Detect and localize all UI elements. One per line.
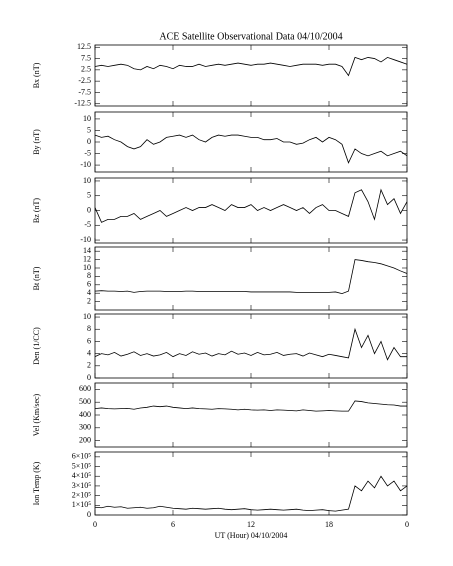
y-tick-label: 0	[87, 137, 91, 146]
y-tick-label: 0	[87, 373, 91, 382]
data-line	[94, 188, 408, 223]
y-tick-label: 8	[87, 271, 91, 280]
y-tick-label: 2×10⁵	[72, 490, 92, 499]
y-tick-label: 400	[79, 410, 91, 419]
y-tick-label: -5	[84, 220, 91, 229]
y-tick-label: 4	[87, 348, 91, 357]
data-line	[94, 475, 408, 512]
x-axis-label: UT (Hour) 04/10/2004	[215, 531, 288, 540]
panel-frame	[94, 44, 408, 107]
y-tick-label: 10	[83, 114, 91, 123]
x-tick-label: 0	[405, 520, 409, 529]
data-line	[94, 400, 407, 412]
y-tick-label: 6	[87, 336, 91, 345]
y-axis-label: Bx (nT)	[32, 62, 41, 88]
y-tick-label: -2.5	[78, 76, 91, 85]
y-tick-label: 5	[87, 125, 91, 134]
y-tick-label: 600	[79, 384, 91, 393]
y-axis-label: Bz (nT)	[32, 198, 41, 223]
y-tick-label: 2	[87, 361, 91, 370]
y-tick-label: 5×10⁵	[72, 461, 92, 470]
y-tick-label: 6×10⁵	[72, 452, 92, 461]
y-tick-label: -7.5	[78, 87, 91, 96]
y-tick-label: 200	[79, 435, 91, 444]
y-axis-label: By (nT)	[32, 129, 41, 155]
y-tick-label: 14	[83, 246, 91, 255]
y-tick-label: 10	[83, 176, 91, 185]
panel-frame	[94, 177, 408, 244]
data-line	[94, 259, 408, 295]
y-tick-label: 10	[83, 312, 91, 321]
y-tick-label: 5	[87, 191, 91, 200]
y-tick-label: 7.5	[81, 53, 91, 62]
y-tick-label: 500	[79, 397, 91, 406]
y-tick-label: 0	[87, 205, 91, 214]
x-tick-label: 12	[247, 520, 255, 529]
panel-frame	[94, 313, 408, 379]
y-tick-label: -12.5	[74, 99, 91, 108]
y-tick-label: 12.5	[77, 42, 91, 51]
y-tick-label: 300	[79, 423, 91, 432]
y-axis-label: Den (1/CC)	[32, 327, 41, 365]
y-axis-label: Bt (nT)	[32, 266, 41, 290]
y-tick-label: 8	[87, 324, 91, 333]
y-tick-label: 0	[87, 510, 91, 519]
y-tick-label: 2	[87, 296, 91, 305]
panel-frame	[94, 111, 408, 173]
panel-frame	[94, 246, 408, 311]
y-tick-label: 12	[83, 254, 91, 263]
y-tick-label: 10	[83, 263, 91, 272]
y-tick-label: 1×10⁵	[72, 500, 92, 509]
data-line	[94, 327, 407, 361]
y-tick-label: 2.5	[81, 65, 91, 74]
chart-title: ACE Satellite Observational Data 04/10/2…	[159, 31, 342, 42]
y-axis-label: Ion Temp (K)	[32, 461, 41, 505]
y-tick-label: -5	[84, 148, 91, 157]
y-tick-label: -10	[80, 160, 91, 169]
y-tick-label: -10	[80, 235, 91, 244]
y-tick-label: 3×10⁵	[72, 481, 92, 490]
y-tick-label: 6	[87, 280, 91, 289]
panel-frame	[94, 451, 408, 516]
y-tick-label: 4	[87, 288, 91, 297]
x-tick-label: 6	[171, 520, 175, 529]
data-line	[94, 134, 408, 164]
x-tick-label: 0	[93, 520, 97, 529]
x-tick-label: 18	[325, 520, 333, 529]
data-line	[94, 56, 408, 77]
panel-frame	[94, 382, 408, 448]
y-tick-label: 4×10⁵	[72, 471, 92, 480]
y-axis-label: Vel (Km/sec)	[32, 393, 41, 436]
